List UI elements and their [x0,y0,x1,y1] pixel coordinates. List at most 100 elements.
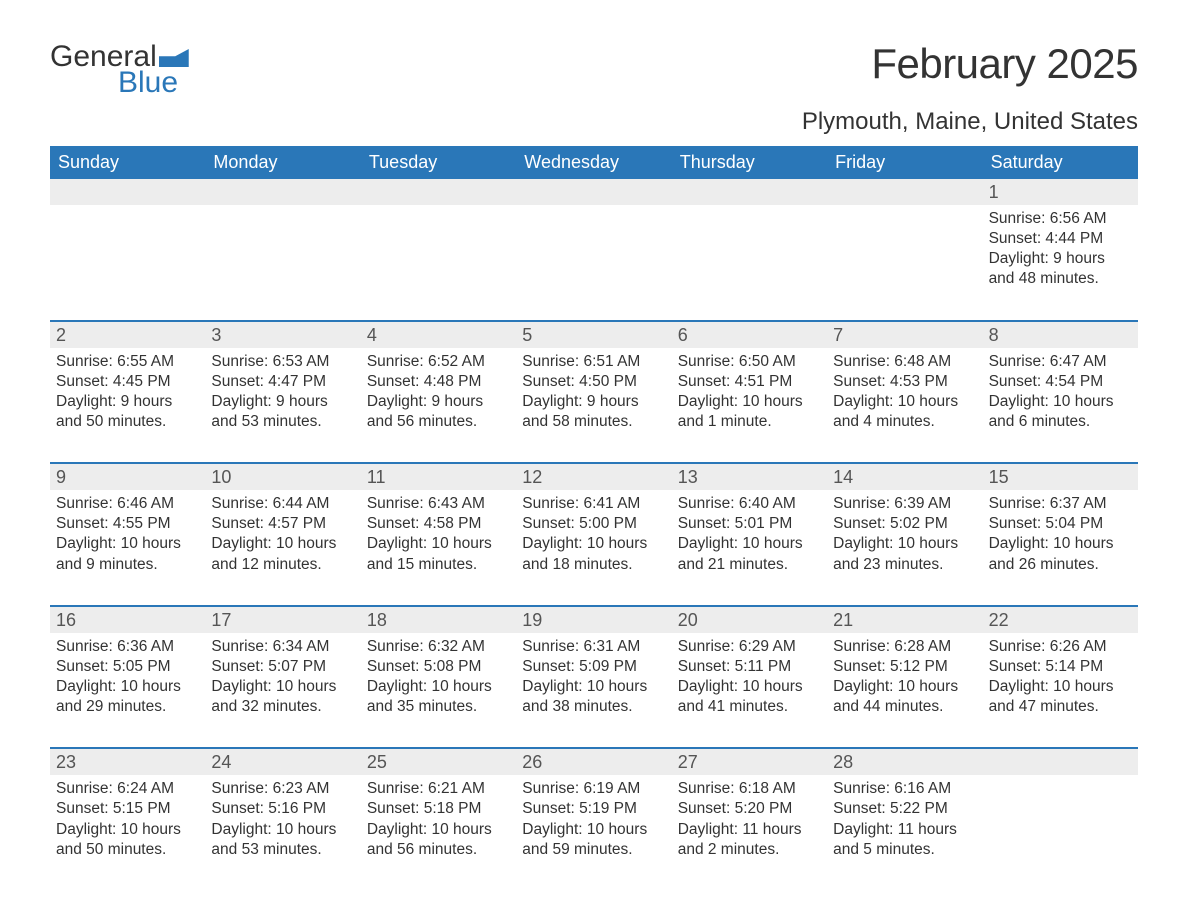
sunrise-text: Sunrise: 6:41 AM [522,494,665,514]
sunset-text: Sunset: 5:11 PM [678,657,821,677]
day-number: 22 [989,610,1009,630]
sunrise-text: Sunrise: 6:55 AM [56,352,199,372]
day-number-cell [983,749,1138,775]
dow-sunday: Sunday [50,146,205,179]
day-number-cell: 21 [827,607,982,633]
month-title: February 2025 [871,40,1138,88]
daylight-text: Daylight: 11 hours and 5 minutes. [833,820,976,860]
week-daynum-row: 2345678 [50,320,1138,348]
sunrise-text: Sunrise: 6:39 AM [833,494,976,514]
day-number-cell: 15 [983,464,1138,490]
day-number-cell: 12 [516,464,671,490]
daylight-text: Daylight: 9 hours and 53 minutes. [211,392,354,432]
daylight-text: Daylight: 9 hours and 58 minutes. [522,392,665,432]
day-number-cell: 8 [983,322,1138,348]
day-number-cell: 17 [205,607,360,633]
daylight-text: Daylight: 10 hours and 29 minutes. [56,677,199,717]
daylight-text: Daylight: 10 hours and 21 minutes. [678,534,821,574]
sunrise-text: Sunrise: 6:44 AM [211,494,354,514]
day-number-cell: 23 [50,749,205,775]
day-info: Sunrise: 6:37 AMSunset: 5:04 PMDaylight:… [983,490,1138,581]
sunrise-text: Sunrise: 6:53 AM [211,352,354,372]
daylight-text: Daylight: 10 hours and 47 minutes. [989,677,1132,717]
sunset-text: Sunset: 5:02 PM [833,514,976,534]
day-info: Sunrise: 6:52 AMSunset: 4:48 PMDaylight:… [361,348,516,439]
day-info: Sunrise: 6:23 AMSunset: 5:16 PMDaylight:… [205,775,360,866]
daylight-text: Daylight: 10 hours and 15 minutes. [367,534,510,574]
day-number: 12 [522,467,542,487]
day-number: 14 [833,467,853,487]
day-info: Sunrise: 6:39 AMSunset: 5:02 PMDaylight:… [827,490,982,581]
sunrise-text: Sunrise: 6:29 AM [678,637,821,657]
day-number: 17 [211,610,231,630]
sunset-text: Sunset: 5:20 PM [678,799,821,819]
daylight-text: Daylight: 10 hours and 35 minutes. [367,677,510,717]
sunset-text: Sunset: 5:15 PM [56,799,199,819]
sunrise-text: Sunrise: 6:24 AM [56,779,199,799]
day-info: Sunrise: 6:16 AMSunset: 5:22 PMDaylight:… [827,775,982,866]
daylight-text: Daylight: 10 hours and 12 minutes. [211,534,354,574]
day-number-cell: 18 [361,607,516,633]
day-number-cell: 2 [50,322,205,348]
sunrise-text: Sunrise: 6:47 AM [989,352,1132,372]
sunrise-text: Sunrise: 6:52 AM [367,352,510,372]
day-number: 3 [211,325,221,345]
day-number-cell: 3 [205,322,360,348]
sunset-text: Sunset: 4:50 PM [522,372,665,392]
day-number: 11 [367,467,386,487]
daylight-text: Daylight: 10 hours and 59 minutes. [522,820,665,860]
day-number: 27 [678,752,698,772]
day-info: Sunrise: 6:26 AMSunset: 5:14 PMDaylight:… [983,633,1138,724]
sunset-text: Sunset: 4:45 PM [56,372,199,392]
sunset-text: Sunset: 4:55 PM [56,514,199,534]
sunrise-text: Sunrise: 6:18 AM [678,779,821,799]
day-number: 24 [211,752,231,772]
day-info [50,205,205,296]
day-number: 5 [522,325,532,345]
location: Plymouth, Maine, United States [50,108,1138,136]
day-info: Sunrise: 6:19 AMSunset: 5:19 PMDaylight:… [516,775,671,866]
sunset-text: Sunset: 5:04 PM [989,514,1132,534]
sunset-text: Sunset: 5:01 PM [678,514,821,534]
sunset-text: Sunset: 5:19 PM [522,799,665,819]
day-number-cell [672,179,827,205]
day-info: Sunrise: 6:41 AMSunset: 5:00 PMDaylight:… [516,490,671,581]
week-body-row: Sunrise: 6:24 AMSunset: 5:15 PMDaylight:… [50,775,1138,866]
sunset-text: Sunset: 4:57 PM [211,514,354,534]
day-info: Sunrise: 6:36 AMSunset: 5:05 PMDaylight:… [50,633,205,724]
day-number-cell [827,179,982,205]
daylight-text: Daylight: 10 hours and 41 minutes. [678,677,821,717]
day-number-cell: 10 [205,464,360,490]
daylight-text: Daylight: 10 hours and 56 minutes. [367,820,510,860]
day-info: Sunrise: 6:44 AMSunset: 4:57 PMDaylight:… [205,490,360,581]
week-body-row: Sunrise: 6:36 AMSunset: 5:05 PMDaylight:… [50,633,1138,724]
day-number: 4 [367,325,377,345]
day-info: Sunrise: 6:29 AMSunset: 5:11 PMDaylight:… [672,633,827,724]
logo: General Blue [50,40,189,100]
daylight-text: Daylight: 10 hours and 18 minutes. [522,534,665,574]
daylight-text: Daylight: 10 hours and 50 minutes. [56,820,199,860]
day-info: Sunrise: 6:53 AMSunset: 4:47 PMDaylight:… [205,348,360,439]
daylight-text: Daylight: 10 hours and 44 minutes. [833,677,976,717]
sunrise-text: Sunrise: 6:26 AM [989,637,1132,657]
day-number-cell [50,179,205,205]
daylight-text: Daylight: 10 hours and 53 minutes. [211,820,354,860]
day-number: 8 [989,325,999,345]
day-info: Sunrise: 6:48 AMSunset: 4:53 PMDaylight:… [827,348,982,439]
day-info: Sunrise: 6:32 AMSunset: 5:08 PMDaylight:… [361,633,516,724]
week-body-row: Sunrise: 6:46 AMSunset: 4:55 PMDaylight:… [50,490,1138,581]
sunset-text: Sunset: 4:44 PM [989,229,1132,249]
dow-saturday: Saturday [983,146,1138,179]
daylight-text: Daylight: 9 hours and 56 minutes. [367,392,510,432]
sunset-text: Sunset: 5:22 PM [833,799,976,819]
day-number: 13 [678,467,698,487]
sunset-text: Sunset: 5:14 PM [989,657,1132,677]
sunset-text: Sunset: 4:54 PM [989,372,1132,392]
day-number-cell: 27 [672,749,827,775]
day-number-cell: 1 [983,179,1138,205]
sunrise-text: Sunrise: 6:16 AM [833,779,976,799]
sunrise-text: Sunrise: 6:51 AM [522,352,665,372]
day-number: 2 [56,325,66,345]
sunset-text: Sunset: 5:00 PM [522,514,665,534]
sunrise-text: Sunrise: 6:40 AM [678,494,821,514]
